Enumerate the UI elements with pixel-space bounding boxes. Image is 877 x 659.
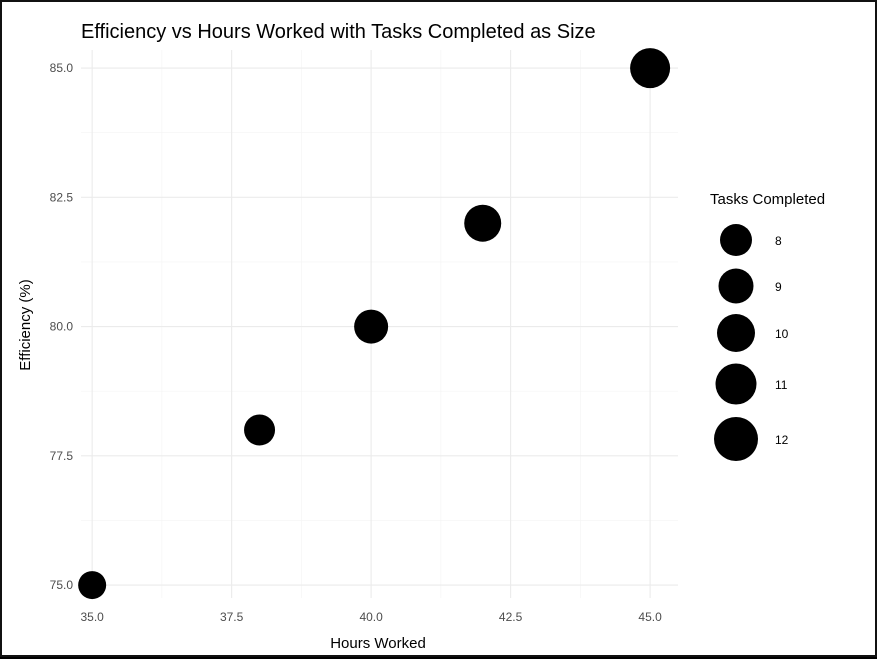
chart-title: Efficiency vs Hours Worked with Tasks Co… [81, 21, 596, 43]
legend: Tasks Completed 8 9 10 11 12 [710, 191, 825, 461]
y-tick-label: 75.0 [50, 578, 74, 592]
legend-label: 8 [775, 234, 782, 248]
x-tick-label: 45.0 [638, 610, 662, 624]
legend-key [718, 268, 754, 304]
legend-key [715, 363, 757, 405]
y-tick-label: 82.5 [50, 190, 74, 204]
legend-key [720, 224, 752, 256]
legend-label: 9 [775, 280, 782, 294]
data-point [464, 204, 502, 242]
grid [81, 50, 678, 598]
y-axis-ticks: 75.0 77.5 80.0 82.5 85.0 [50, 61, 74, 592]
data-point [630, 48, 671, 89]
legend-label: 12 [775, 433, 789, 447]
x-axis-ticks: 35.0 37.5 40.0 42.5 45.0 [80, 610, 662, 624]
data-points [78, 48, 671, 600]
legend-title: Tasks Completed [710, 191, 825, 208]
y-tick-label: 77.5 [50, 449, 74, 463]
x-tick-label: 40.0 [359, 610, 383, 624]
legend-key [717, 314, 755, 352]
data-point [354, 309, 389, 344]
data-point [78, 571, 107, 600]
y-tick-label: 80.0 [50, 320, 74, 334]
data-point [244, 414, 276, 446]
legend-label: 10 [775, 327, 789, 341]
x-axis-title: Hours Worked [330, 635, 426, 652]
y-axis-title: Efficiency (%) [17, 279, 34, 370]
x-tick-label: 35.0 [80, 610, 104, 624]
x-tick-label: 42.5 [499, 610, 523, 624]
y-tick-label: 85.0 [50, 61, 74, 75]
legend-key [714, 417, 758, 461]
legend-label: 11 [775, 378, 788, 392]
x-tick-label: 37.5 [220, 610, 244, 624]
